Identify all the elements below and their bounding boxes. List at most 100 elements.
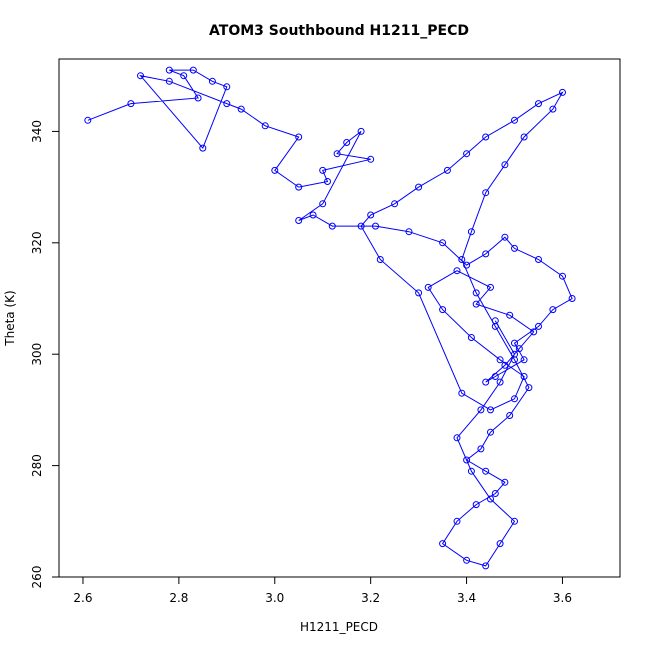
- data-point: [372, 222, 379, 230]
- data-point: [511, 339, 518, 347]
- data-point: [487, 283, 494, 291]
- data-point: [496, 540, 504, 548]
- data-point: [295, 133, 303, 141]
- data-point: [405, 228, 413, 236]
- data-point: [515, 345, 523, 353]
- data-point: [189, 66, 197, 74]
- data-point: [84, 116, 92, 124]
- y-tick-label: 320: [30, 231, 44, 254]
- data-point: [194, 94, 202, 102]
- data-point: [180, 72, 188, 80]
- data-point: [458, 256, 466, 263]
- data-point: [559, 272, 566, 280]
- data-point: [458, 389, 466, 397]
- data-point: [520, 133, 528, 141]
- data-point: [501, 478, 509, 486]
- data-point: [261, 122, 269, 130]
- data-point: [482, 189, 490, 197]
- data-point: [520, 356, 528, 364]
- data-point: [223, 100, 231, 108]
- data-point: [477, 445, 485, 453]
- data-point: [319, 200, 327, 208]
- data-point: [137, 72, 144, 80]
- data-point: [439, 239, 447, 247]
- data-point: [463, 150, 471, 158]
- data-point: [501, 161, 509, 169]
- data-point: [453, 517, 461, 525]
- data-point: [467, 228, 475, 236]
- data-point: [391, 200, 399, 208]
- data-point: [530, 328, 538, 336]
- y-tick-label: 300: [30, 343, 44, 366]
- data-point: [333, 150, 341, 158]
- y-axis: 260 280 300 320 340: [30, 120, 60, 589]
- data-point: [501, 233, 509, 241]
- data-point: [453, 434, 461, 442]
- data-point: [568, 295, 576, 302]
- x-axis: 2.6 2.8 3.0 3.2 3.4 3.6: [73, 576, 572, 605]
- data-point: [443, 166, 451, 174]
- data-point: [472, 289, 480, 297]
- data-point: [463, 456, 471, 464]
- data-point: [319, 166, 327, 174]
- data-point: [511, 244, 518, 252]
- plot-frame: [58, 58, 621, 578]
- data-point: [511, 517, 518, 525]
- data-point: [559, 88, 566, 96]
- data-point: [453, 267, 461, 275]
- data-point: [487, 495, 494, 503]
- data-point: [367, 211, 375, 219]
- data-point: [525, 384, 533, 392]
- data-point: [496, 378, 504, 386]
- data-point: [367, 155, 375, 163]
- x-axis-label: H1211_PECD: [300, 620, 378, 634]
- data-point: [487, 406, 494, 414]
- data-point: [511, 350, 518, 358]
- y-tick-label: 260: [30, 566, 44, 589]
- y-tick-label: 280: [30, 454, 44, 477]
- data-point: [463, 556, 471, 564]
- data-point: [491, 373, 499, 380]
- data-point: [415, 183, 423, 191]
- data-point: [357, 127, 365, 135]
- data-point: [482, 250, 490, 258]
- data-point: [482, 133, 490, 141]
- data-point: [237, 105, 245, 113]
- data-point: [491, 490, 499, 497]
- data-point: [165, 77, 173, 85]
- data-point: [208, 77, 216, 85]
- data-point: [511, 116, 518, 124]
- data-point: [223, 83, 231, 91]
- x-tick-label: 2.6: [73, 591, 92, 605]
- data-point: [482, 378, 490, 386]
- data-point: [477, 406, 485, 414]
- x-tick-label: 2.8: [169, 591, 188, 605]
- data-point: [424, 283, 432, 291]
- data-point: [309, 211, 317, 219]
- data-point: [506, 311, 514, 319]
- data-point: [482, 562, 490, 570]
- data-point: [511, 395, 518, 403]
- data-point: [439, 306, 447, 314]
- data-point: [165, 66, 173, 74]
- data-point: [535, 256, 542, 263]
- data-point: [127, 100, 135, 108]
- data-point: [535, 100, 542, 108]
- x-tick-label: 3.2: [361, 591, 380, 605]
- data-point: [549, 105, 557, 113]
- data-point: [295, 217, 303, 224]
- data-point: [520, 373, 528, 380]
- series-line: [87, 69, 573, 567]
- x-tick-label: 3.0: [265, 591, 284, 605]
- chart-title: ATOM3 Southbound H1211_PECD: [209, 23, 469, 39]
- data-point: [415, 289, 423, 297]
- data-point: [549, 306, 557, 314]
- data-point: [439, 540, 447, 548]
- data-point: [357, 222, 365, 230]
- data-point: [491, 317, 499, 325]
- data-point: [271, 166, 279, 174]
- data-point: [506, 412, 514, 419]
- data-point: [328, 222, 336, 230]
- data-point: [463, 261, 471, 269]
